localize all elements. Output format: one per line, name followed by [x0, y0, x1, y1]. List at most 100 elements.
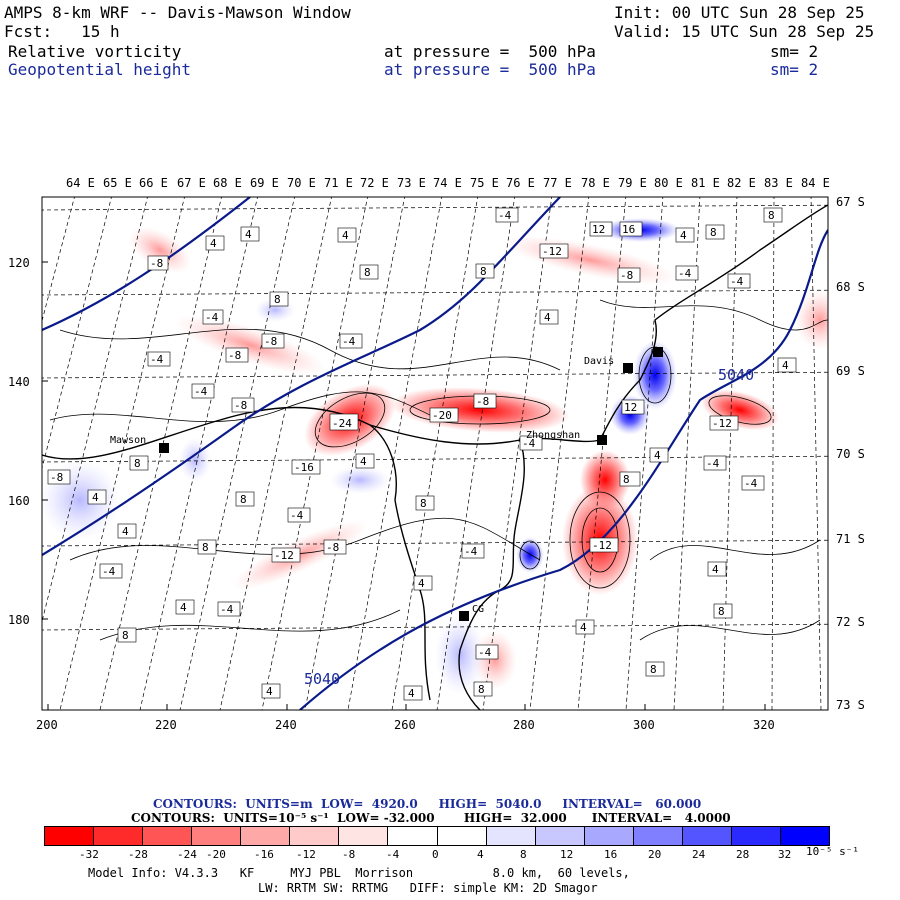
vort-label: 12: [621, 399, 645, 415]
vort-label: 8: [763, 207, 783, 223]
vort-label: 4: [240, 226, 260, 242]
vorticity-contour-info: CONTOURS: UNITS=10⁻⁵ s⁻¹ LOW= -32.000 HI…: [131, 811, 731, 825]
colorbar-swatch: [191, 827, 241, 845]
colorbar-swatch: [45, 827, 94, 845]
x-tick-label: 300: [633, 718, 655, 732]
svg-text:-8: -8: [620, 269, 633, 282]
svg-text:-4: -4: [102, 565, 116, 578]
svg-text:-8: -8: [234, 399, 247, 412]
vort-label: 8: [475, 263, 495, 279]
vort-label: -8: [473, 393, 497, 409]
colorbar-swatch: [779, 827, 829, 845]
colorbar-label: -28: [128, 848, 148, 861]
colorbar-label: 8: [520, 848, 527, 861]
vort-label: -8: [47, 469, 71, 485]
svg-text:8: 8: [274, 293, 281, 306]
svg-text:-4: -4: [194, 385, 208, 398]
vort-label: -4: [519, 435, 543, 451]
svg-text:4: 4: [408, 687, 415, 700]
vort-label: -8: [231, 397, 255, 413]
lon-label: 73 E: [397, 176, 426, 190]
svg-text:-4: -4: [478, 646, 492, 659]
colorbar-label: -24: [177, 848, 197, 861]
svg-text:4: 4: [712, 563, 719, 576]
lon-label: 69 E: [250, 176, 279, 190]
vort-label: -4: [147, 351, 171, 367]
graticule: [42, 197, 828, 710]
lon-label: 70 E: [287, 176, 316, 190]
vort-label: 8: [713, 603, 733, 619]
lon-label: 76 E: [506, 176, 535, 190]
svg-text:8: 8: [480, 265, 487, 278]
svg-text:-12: -12: [274, 549, 294, 562]
svg-text:4: 4: [654, 449, 661, 462]
vort-label: -8: [261, 333, 285, 349]
lat-label: 69 S: [836, 364, 865, 378]
vort-label: -12: [539, 243, 569, 259]
svg-text:4: 4: [782, 359, 789, 372]
svg-text:4: 4: [92, 491, 99, 504]
svg-text:-4: -4: [150, 353, 164, 366]
vort-label: 8: [197, 539, 217, 555]
vort-label: 8: [415, 495, 435, 511]
svg-text:-4: -4: [464, 545, 478, 558]
lon-label: 82 E: [727, 176, 756, 190]
vort-label: 8: [359, 264, 379, 280]
vort-label: 8: [117, 627, 137, 643]
vort-label: -4: [495, 207, 519, 223]
lat-label: 68 S: [836, 280, 865, 294]
svg-text:-8: -8: [264, 335, 277, 348]
svg-text:-8: -8: [476, 395, 489, 408]
svg-text:-4: -4: [706, 457, 720, 470]
svg-text:12: 12: [592, 223, 605, 236]
svg-text:-4: -4: [730, 275, 744, 288]
lat-label: 71 S: [836, 532, 865, 546]
colorbar-swatch: [583, 827, 633, 845]
colorbar-label: 12: [560, 848, 574, 861]
vort-label: 4: [649, 447, 669, 463]
svg-text:-4: -4: [498, 209, 512, 222]
svg-text:8: 8: [718, 605, 725, 618]
colorbar-swatch: [142, 827, 192, 845]
vort-label: -8: [323, 539, 347, 555]
svg-text:8: 8: [364, 266, 371, 279]
colorbar-swatch: [730, 827, 780, 845]
field2-smoothing: sm= 2: [770, 60, 819, 79]
svg-text:4: 4: [418, 577, 425, 590]
colorbar-label: 24: [692, 848, 706, 861]
svg-text:8: 8: [710, 226, 717, 239]
lat-label: 70 S: [836, 447, 865, 461]
vort-label: 8: [269, 291, 289, 307]
svg-text:16: 16: [622, 223, 635, 236]
svg-text:-8: -8: [150, 257, 163, 270]
vort-label: -4: [727, 273, 751, 289]
vort-label: -4: [339, 333, 363, 349]
height-label: 5040: [304, 670, 340, 688]
svg-text:-8: -8: [326, 541, 339, 554]
svg-text:-4: -4: [744, 477, 758, 490]
colorbar-label: -32: [79, 848, 99, 861]
lon-label: 77 E: [543, 176, 572, 190]
vort-label: 4: [777, 357, 797, 373]
lat-label: 72 S: [836, 615, 865, 629]
lon-label: 72 E: [360, 176, 389, 190]
svg-text:-4: -4: [678, 267, 692, 280]
svg-text:-4: -4: [220, 603, 234, 616]
lon-label: 84 E: [801, 176, 830, 190]
vort-label: 4: [205, 235, 225, 251]
stations: Mawson Davis Zhongshan CG: [110, 347, 663, 621]
x-tick-label: 320: [753, 718, 775, 732]
vort-label: 16: [619, 221, 643, 237]
station-marker: [653, 347, 663, 357]
colorbar-swatch: [534, 827, 584, 845]
lon-label: 75 E: [470, 176, 499, 190]
lon-label: 78 E: [581, 176, 610, 190]
svg-text:12: 12: [624, 401, 637, 414]
vort-label: -4: [703, 455, 727, 471]
lon-label: 65 E: [103, 176, 132, 190]
svg-text:4: 4: [245, 228, 252, 241]
vort-label: -4: [475, 644, 499, 660]
vort-label: -12: [271, 547, 301, 563]
svg-text:-4: -4: [205, 311, 219, 324]
